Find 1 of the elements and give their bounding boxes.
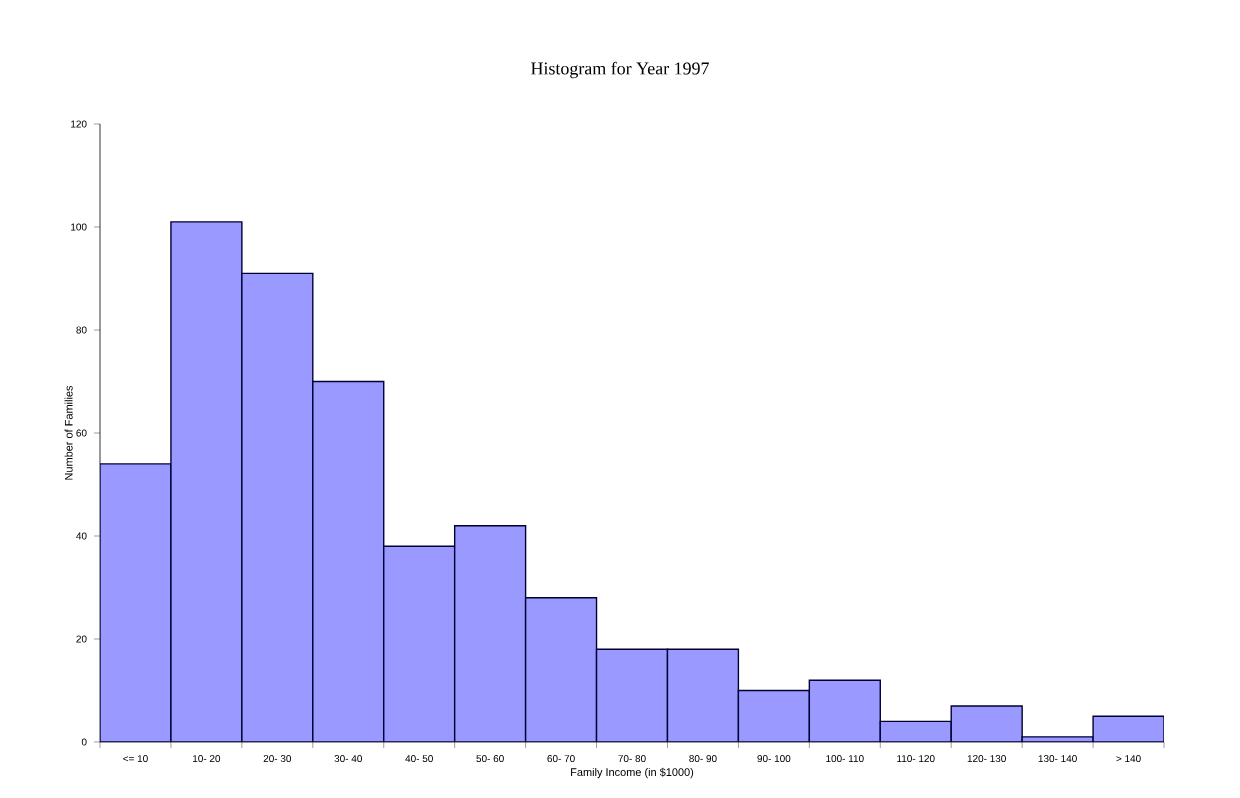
chart-title: Histogram for Year 1997 (531, 61, 709, 79)
